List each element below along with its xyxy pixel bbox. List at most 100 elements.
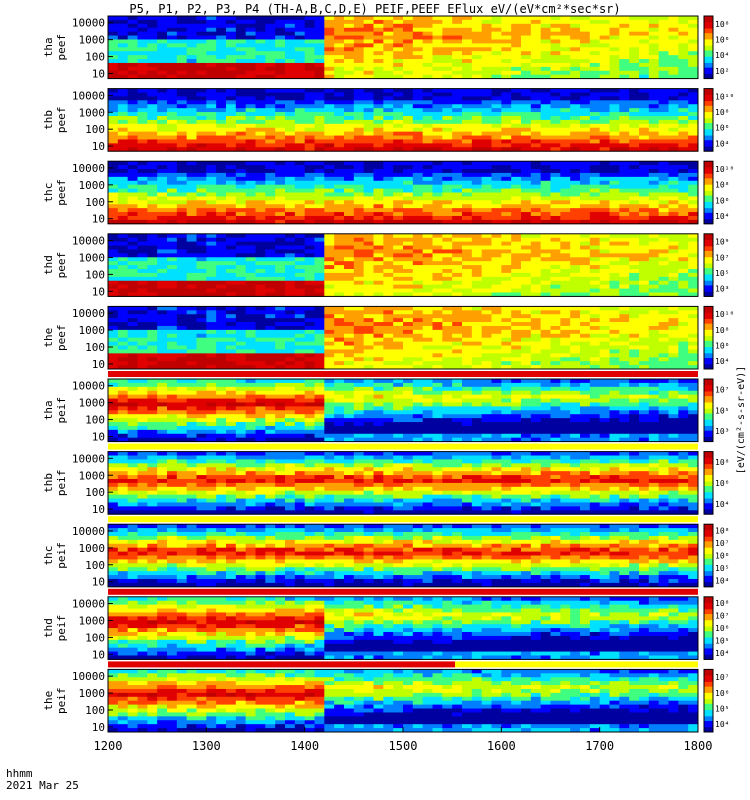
spectrogram-cell	[403, 241, 414, 246]
spectrogram-cell	[196, 92, 207, 97]
spectrogram-cell	[658, 55, 669, 60]
colorbar-segment	[704, 288, 713, 291]
spectrogram-cell	[285, 143, 296, 148]
spectrogram-cell	[314, 208, 325, 213]
spectrogram-cell	[383, 284, 394, 289]
spectrogram-cell	[383, 135, 394, 140]
spectrogram-cell	[609, 96, 620, 101]
spectrogram-cell	[265, 215, 276, 221]
spectrogram-cell	[334, 245, 345, 250]
spectrogram-cell	[363, 292, 374, 297]
spectrogram-cell	[452, 208, 463, 213]
spectrogram-cell	[560, 43, 571, 48]
spectrogram-cell	[176, 284, 188, 289]
spectrogram-cell	[373, 188, 384, 193]
spectrogram-cell	[648, 119, 660, 125]
spectrogram-cell	[314, 353, 325, 358]
spectrogram-cell	[176, 200, 188, 205]
spectrogram-cell	[530, 322, 542, 327]
spectrogram-cell	[275, 127, 286, 133]
spectrogram-cell	[176, 43, 188, 48]
spectrogram-cell	[324, 16, 335, 21]
spectrogram-cell	[235, 349, 247, 354]
spectrogram-cell	[393, 257, 404, 262]
spectrogram-cell	[550, 318, 561, 323]
spectrogram-cell	[639, 249, 650, 254]
spectrogram-cell	[137, 269, 148, 274]
spectrogram-cell	[127, 74, 138, 79]
spectrogram-cell	[521, 123, 532, 129]
spectrogram-cell	[560, 19, 571, 25]
spectrogram-cell	[432, 280, 443, 286]
spectrogram-cell	[521, 272, 532, 278]
spectrogram-cell	[383, 192, 394, 197]
spectrogram-cell	[176, 249, 188, 254]
spectrogram-cell	[609, 314, 620, 319]
spectrogram-cell	[363, 325, 374, 331]
spectrogram-cell	[226, 161, 237, 166]
spectrogram-cell	[226, 322, 237, 327]
spectrogram-cell	[383, 204, 394, 209]
spectrogram-cell	[678, 215, 689, 221]
spectrogram-cell	[206, 318, 217, 323]
spectrogram-cell	[275, 16, 286, 21]
spectrogram-cell	[353, 353, 365, 358]
spectrogram-cell	[363, 184, 374, 189]
spectrogram-cell	[314, 180, 325, 186]
spectrogram-cell	[462, 245, 473, 250]
spectrogram-cell	[619, 204, 630, 209]
spectrogram-cell	[294, 257, 306, 262]
spectrogram-cell	[167, 249, 178, 254]
spectrogram-cell	[658, 318, 669, 323]
spectrogram-cell	[589, 31, 601, 36]
spectrogram-cell	[540, 88, 551, 93]
spectrogram-cell	[137, 55, 148, 60]
spectrogram-cell	[157, 196, 168, 201]
spectrogram-cell	[255, 272, 266, 278]
spectrogram-cell	[294, 249, 306, 254]
spectrogram-cell	[324, 127, 335, 133]
spectrogram-cell	[363, 261, 374, 266]
spectrogram-cell	[491, 280, 502, 286]
spectrogram-cell	[599, 55, 610, 60]
spectrogram-cell	[117, 306, 129, 311]
spectrogram-cell	[285, 349, 296, 354]
spectrogram-cell	[383, 161, 394, 166]
spectrogram-cell	[167, 292, 178, 297]
spectrogram-cell	[491, 292, 502, 297]
spectrogram-cell	[294, 115, 306, 121]
spectrogram-cell	[570, 55, 581, 60]
spectrogram-cell	[442, 219, 453, 225]
spectrogram-cell	[334, 349, 345, 354]
spectrogram-cell	[530, 337, 542, 343]
spectrogram-cell	[462, 204, 473, 209]
spectrogram-cell	[304, 357, 315, 362]
spectrogram-cell	[609, 165, 620, 170]
spectrogram-cell	[471, 272, 483, 278]
spectrogram-cell	[629, 165, 640, 170]
spectrogram-cell	[235, 212, 247, 217]
spectrogram-cell	[157, 43, 168, 48]
spectrogram-cell	[491, 208, 502, 213]
spectrogram-cell	[422, 127, 433, 133]
spectrogram-cell	[157, 143, 168, 148]
spectrogram-cell	[127, 16, 138, 21]
spectrogram-cell	[108, 165, 119, 170]
spectrogram-cell	[491, 249, 502, 254]
spectrogram-cell	[255, 212, 266, 217]
spectrogram-cell	[658, 143, 669, 148]
spectrogram-cell	[235, 314, 247, 319]
spectrogram-cell	[216, 59, 227, 64]
spectrogram-cell	[363, 47, 374, 52]
spectrogram-cell	[550, 62, 561, 68]
spectrogram-cell	[216, 245, 227, 250]
spectrogram-cell	[314, 165, 325, 170]
spectrogram-cell	[540, 280, 551, 286]
spectrogram-cell	[491, 127, 502, 133]
spectrogram-cell	[314, 39, 325, 44]
spectrogram-cell	[452, 161, 463, 166]
spectrogram-cell	[363, 35, 374, 40]
spectrogram-cell	[501, 276, 512, 282]
spectrogram-cell	[462, 19, 473, 25]
spectrogram-cell	[599, 237, 610, 243]
